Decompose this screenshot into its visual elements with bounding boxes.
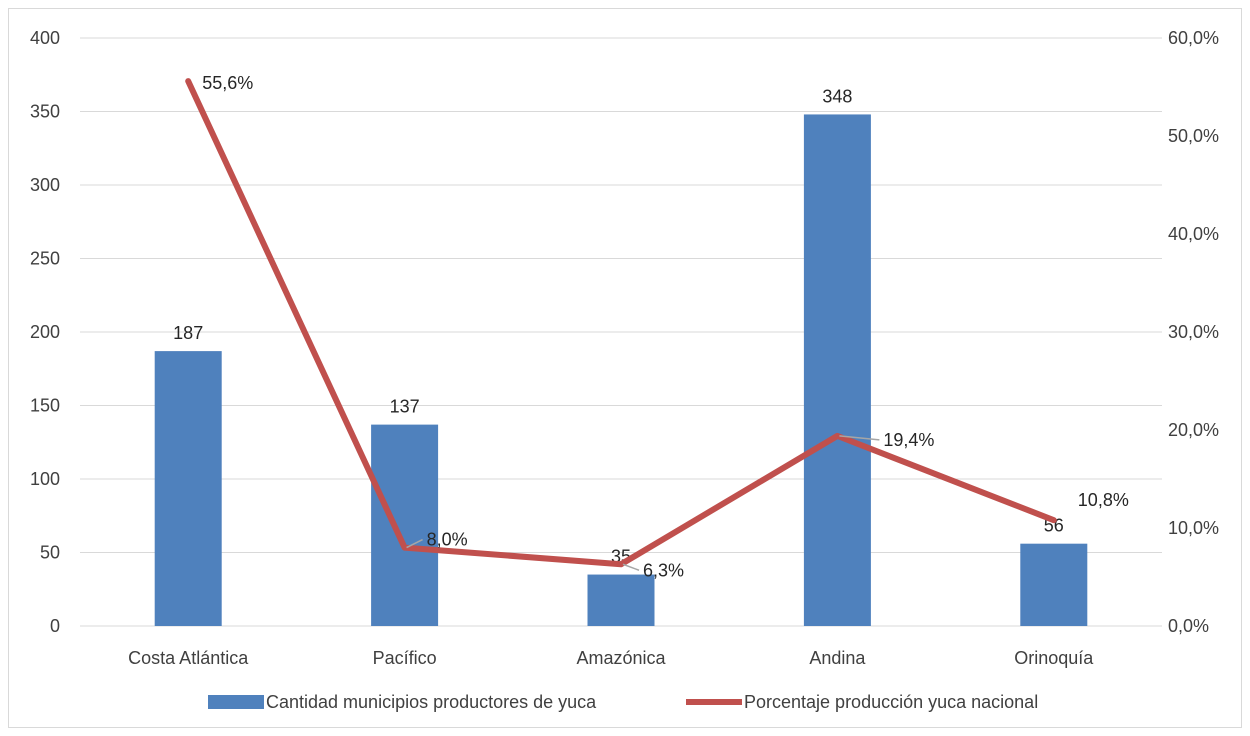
left-tick-label: 300 — [30, 175, 60, 195]
category-label: Amazónica — [576, 648, 666, 668]
line-series: 55,6% 8,0% 6,3% 19,4% 10,8% — [185, 73, 1129, 580]
leader-line — [406, 538, 423, 549]
bar — [154, 351, 222, 626]
legend-label-line: Porcentaje producción yuca nacional — [744, 692, 1038, 712]
left-tick-label: 250 — [30, 249, 60, 269]
bar — [371, 424, 439, 626]
category-label: Andina — [809, 648, 866, 668]
right-tick-label: 40,0% — [1168, 224, 1219, 244]
right-tick-label: 20,0% — [1168, 420, 1219, 440]
right-tick-label: 60,0% — [1168, 28, 1219, 48]
legend-label-bars: Cantidad municipios productores de yuca — [266, 692, 597, 712]
category-label: Pacífico — [373, 648, 437, 668]
category-label: Orinoquía — [1014, 648, 1094, 668]
series-line — [185, 78, 1057, 568]
line-data-label: 8,0% — [427, 530, 468, 550]
right-tick-label: 10,0% — [1168, 518, 1219, 538]
bar-data-label: 137 — [390, 397, 420, 417]
gridlines — [80, 37, 1162, 627]
bar — [587, 574, 655, 626]
left-tick-label: 350 — [30, 102, 60, 122]
line-data-label: 10,8% — [1078, 490, 1129, 510]
bar — [1020, 543, 1088, 626]
right-tick-label: 30,0% — [1168, 322, 1219, 342]
bar-data-label: 187 — [173, 323, 203, 343]
legend: Cantidad municipios productores de yuca P… — [208, 692, 1038, 712]
legend-swatch-bars — [208, 695, 264, 709]
right-tick-label: 50,0% — [1168, 126, 1219, 146]
category-labels: Costa Atlántica Pacífico Amazónica Andina Or… — [128, 648, 1094, 668]
right-axis-ticks: 0,0% 10,0% 20,0% 30,0% 40,0% 50,0% 60,0% — [1168, 28, 1219, 636]
left-axis-ticks: 0 50 100 150 200 250 300 350 400 — [30, 28, 60, 636]
line-data-label: 19,4% — [883, 430, 934, 450]
left-tick-label: 150 — [30, 396, 60, 416]
bar — [803, 114, 871, 626]
leader-line — [839, 435, 880, 441]
left-tick-label: 100 — [30, 469, 60, 489]
right-tick-label: 0,0% — [1168, 616, 1209, 636]
line-data-label: 55,6% — [202, 73, 253, 93]
left-tick-label: 50 — [40, 543, 60, 563]
left-tick-label: 400 — [30, 28, 60, 48]
leader-line — [622, 563, 640, 571]
category-label: Costa Atlántica — [128, 648, 249, 668]
bar-data-label: 348 — [822, 86, 852, 106]
left-tick-label: 200 — [30, 322, 60, 342]
left-tick-label: 0 — [50, 616, 60, 636]
line-data-label: 6,3% — [643, 560, 684, 580]
